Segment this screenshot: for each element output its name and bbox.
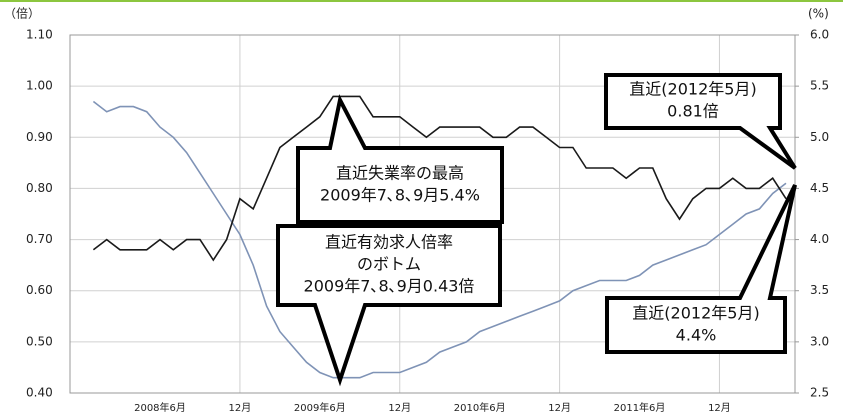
x-tick-label: 2010年6月 bbox=[454, 401, 506, 414]
annotation-text: 直近有効求人倍率 bbox=[325, 233, 453, 252]
y2-tick-label: 5.5 bbox=[810, 79, 829, 93]
y2-tick-label: 2.5 bbox=[810, 386, 829, 400]
x-tick-label: 12月 bbox=[229, 402, 252, 414]
x-tick-label: 2008年6月 bbox=[134, 401, 186, 414]
x-tick-label: 2009年6月 bbox=[294, 401, 346, 414]
y-tick-label: 1.10 bbox=[26, 28, 53, 42]
y2-tick-label: 6.0 bbox=[810, 28, 829, 42]
y2-tick-label: 3.5 bbox=[810, 283, 829, 297]
x-tick-label: 2011年6月 bbox=[614, 401, 666, 414]
y-tick-label: 1.00 bbox=[26, 79, 53, 93]
series-line bbox=[92, 95, 787, 262]
y-tick-label: 0.50 bbox=[26, 334, 53, 348]
y2-tick-label: 5.0 bbox=[810, 130, 829, 144]
y2-tick-label: 4.5 bbox=[810, 181, 829, 195]
callout bbox=[296, 94, 504, 224]
annotation-text: 2009年7､8､9月5.4% bbox=[320, 186, 480, 205]
x-tick-label: 12月 bbox=[548, 402, 571, 414]
plot-frame bbox=[69, 34, 796, 394]
x-tick-label: 12月 bbox=[388, 402, 411, 414]
y2-tick-label: 4.0 bbox=[810, 232, 829, 246]
annotation-text: のボトム bbox=[357, 255, 421, 274]
annotation-text: 直近(2012年5月) bbox=[632, 304, 759, 323]
y-tick-label: 0.70 bbox=[26, 232, 53, 246]
annotation-text: 4.4% bbox=[676, 326, 717, 345]
annotation-text: 2009年7､8､9月0.43倍 bbox=[304, 277, 475, 296]
y-tick-label: 0.80 bbox=[26, 181, 53, 195]
x-tick-label: 12月 bbox=[708, 402, 731, 414]
series-line bbox=[92, 100, 787, 379]
y-tick-label: 0.40 bbox=[26, 386, 53, 400]
top-border bbox=[0, 0, 843, 2]
annotation-text: 0.81倍 bbox=[667, 102, 719, 121]
y-tick-label: 0.60 bbox=[26, 283, 53, 297]
callout bbox=[604, 73, 797, 170]
annotation-text: 直近失業率の最高 bbox=[336, 164, 464, 183]
y-tick-label: 0.90 bbox=[26, 130, 53, 144]
y-axis-label: （倍） bbox=[4, 6, 40, 21]
y2-axis-label: (%) bbox=[808, 7, 829, 21]
y2-tick-label: 3.0 bbox=[810, 334, 829, 348]
callout bbox=[276, 224, 502, 387]
annotation-text: 直近(2012年5月) bbox=[629, 80, 756, 99]
callout bbox=[605, 184, 797, 354]
